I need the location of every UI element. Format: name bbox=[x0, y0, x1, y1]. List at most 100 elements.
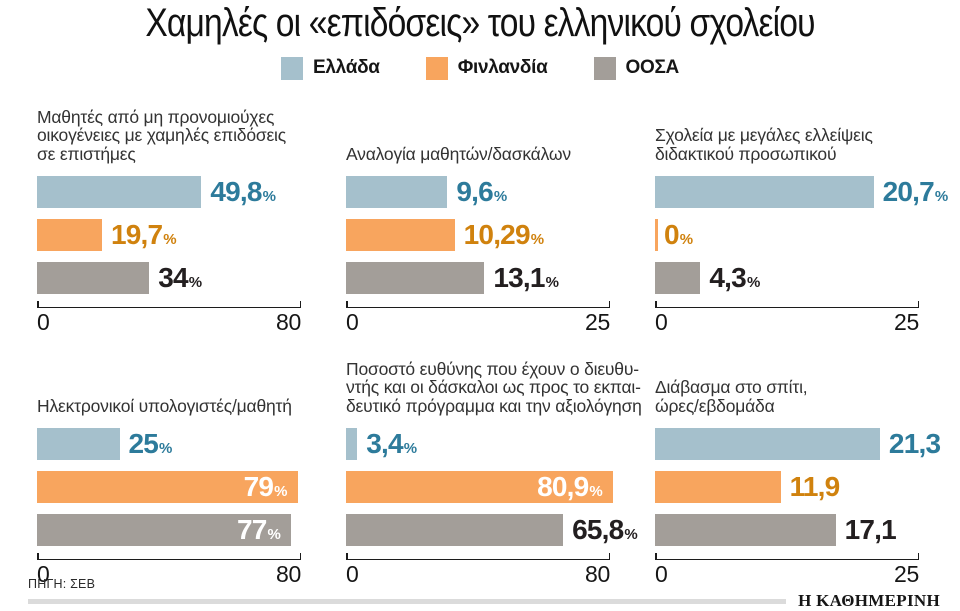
bar bbox=[655, 471, 781, 503]
bar-value: 10,29 bbox=[463, 219, 531, 250]
bar bbox=[37, 219, 102, 251]
bar-value: 13,1 bbox=[493, 262, 545, 293]
bar-value: 25 bbox=[128, 428, 159, 459]
bar-value-label: 19,7% bbox=[111, 219, 177, 251]
axis-max-label: 25 bbox=[894, 561, 919, 587]
legend-label: ΟΟΣΑ bbox=[625, 57, 680, 78]
bar-row: 19,7% bbox=[37, 219, 301, 251]
bar-row: 13,1% bbox=[346, 262, 610, 294]
bar bbox=[655, 176, 874, 208]
chart-title: Διάβασμα στο σπίτι, ώρες/εβδομάδα bbox=[655, 353, 919, 415]
bar bbox=[346, 428, 358, 460]
axis-max-label: 80 bbox=[276, 309, 301, 335]
axis-tick-right bbox=[608, 553, 610, 560]
percent-sign: % bbox=[403, 440, 417, 457]
bar-value-label: 10,29% bbox=[464, 219, 544, 251]
axis-tick-right bbox=[299, 553, 301, 560]
bar bbox=[655, 219, 658, 251]
bar-value-label: 65,8% bbox=[572, 514, 638, 546]
percent-sign: % bbox=[159, 440, 172, 457]
legend-swatch bbox=[281, 56, 304, 80]
chart-title: Μαθητές από μη προνομιούχες οικογένειες μ… bbox=[37, 101, 301, 163]
chart-title-line: σε επιστήμες bbox=[37, 143, 136, 164]
axis-tick-left bbox=[655, 301, 657, 308]
bar-value: 34 bbox=[158, 262, 188, 293]
axis-tick-right bbox=[917, 553, 919, 560]
bar-value-label: 49,8% bbox=[210, 176, 276, 208]
x-axis bbox=[346, 301, 610, 308]
chart-title-line: ώρες/εβδομάδα bbox=[655, 395, 775, 416]
page-title: Χαμηλές οι «επιδόσεις» του ελληνικού σχο… bbox=[145, 1, 815, 45]
bar-row: 79% bbox=[37, 471, 301, 503]
bar-row: 77% bbox=[37, 514, 301, 546]
bar-row: 65,8% bbox=[346, 514, 638, 546]
percent-sign: % bbox=[589, 483, 602, 500]
axis-min-label: 0 bbox=[655, 561, 668, 587]
chart-title-line: Σχολεία με μεγάλες ελλείψεις bbox=[655, 125, 873, 145]
bar bbox=[346, 514, 564, 546]
chart-title-line: διδακτικού προσωπικού bbox=[655, 143, 837, 164]
bar-row: 49,8% bbox=[37, 176, 301, 208]
bar bbox=[346, 219, 455, 251]
axis-tick-right bbox=[917, 301, 919, 308]
bar-group: 9,6% 10,29% 13,1% bbox=[346, 176, 610, 294]
chart-title-line: οικογένειες με χαμηλές επιδόσεις bbox=[37, 125, 286, 145]
legend-swatch bbox=[425, 56, 448, 80]
bar-chart: Ηλεκτρονικοί υπολογιστές/μαθητή 25% 79% … bbox=[37, 353, 301, 586]
bar-value-label: 21,3 bbox=[889, 428, 941, 460]
axis-min-label: 0 bbox=[37, 561, 50, 587]
bar-row: 34% bbox=[37, 262, 301, 294]
bar-row: 20,7% bbox=[655, 176, 948, 208]
bar-row: 17,1 bbox=[655, 514, 919, 546]
bar-value: 77 bbox=[237, 514, 267, 545]
percent-sign: % bbox=[530, 231, 544, 248]
bar-group: 25% 79% 77% bbox=[37, 428, 301, 546]
bar-value-label: 0% bbox=[664, 219, 693, 251]
bar-value-label: 13,1% bbox=[493, 262, 559, 294]
bar-chart: Μαθητές από μη προνομιούχες οικογένειες μ… bbox=[37, 101, 301, 334]
axis-tick-left bbox=[655, 553, 657, 560]
bar-value: 21,3 bbox=[888, 428, 941, 459]
percent-sign: % bbox=[274, 483, 287, 500]
axis-min-label: 0 bbox=[346, 309, 359, 335]
bar-row: 25% bbox=[37, 428, 301, 460]
axis-tick-right bbox=[299, 301, 301, 308]
axis-max-label: 80 bbox=[585, 561, 610, 587]
bar-chart: Αναλογία μαθητών/δασκάλων 9,6% 10,29% 13… bbox=[346, 101, 610, 334]
bar-row: 3,4% bbox=[346, 428, 610, 460]
bar-value: 20,7 bbox=[882, 176, 935, 207]
axis-tick-right bbox=[608, 301, 610, 308]
legend-item: ΟΟΣΑ bbox=[593, 56, 680, 80]
axis-min-label: 0 bbox=[37, 309, 50, 335]
chart-title-line: Ηλεκτρονικοί υπολογιστές/μαθητή bbox=[37, 395, 292, 416]
axis-tick-left bbox=[346, 553, 348, 560]
axis-tick-left bbox=[37, 301, 39, 308]
chart-grid: Μαθητές από μη προνομιούχες οικογένειες μ… bbox=[0, 101, 960, 586]
axis-tick-left bbox=[346, 301, 348, 308]
footer-rule bbox=[28, 598, 787, 604]
percent-sign: % bbox=[188, 274, 202, 291]
bar-value-label: 80,9% bbox=[346, 471, 613, 503]
bar-value: 4,3 bbox=[709, 262, 746, 293]
bar-value: 65,8 bbox=[572, 514, 624, 545]
axis-max-label: 25 bbox=[585, 309, 610, 335]
axis-labels: 0 80 bbox=[37, 310, 301, 334]
chart-title-line: δευτικό πρόγραμμα και την αξιολόγηση bbox=[346, 395, 642, 416]
bar-value: 9,6 bbox=[456, 176, 493, 207]
bar-value: 3,4 bbox=[366, 428, 403, 459]
axis-labels: 0 25 bbox=[346, 310, 610, 334]
percent-sign: % bbox=[679, 231, 693, 248]
x-axis bbox=[346, 553, 610, 560]
bar-chart: Ποσοστό ευθύνης που έχουν ο διευθυ-ντής … bbox=[346, 353, 642, 587]
chart-title: Σχολεία με μεγάλες ελλείψεις διδακτικού π… bbox=[655, 101, 919, 163]
bar-value-label: 77% bbox=[37, 514, 291, 546]
axis-labels: 0 80 bbox=[37, 562, 301, 586]
legend-item: Φινλανδία bbox=[425, 56, 548, 80]
bar bbox=[346, 262, 485, 294]
percent-sign: % bbox=[545, 274, 559, 291]
bar-chart: Σχολεία με μεγάλες ελλείψεις διδακτικού π… bbox=[655, 101, 948, 334]
bar-value: 0 bbox=[664, 219, 680, 250]
percent-sign: % bbox=[267, 526, 281, 543]
bar-row: 21,3 bbox=[655, 428, 941, 460]
bar-value-label: 3,4% bbox=[366, 428, 417, 460]
